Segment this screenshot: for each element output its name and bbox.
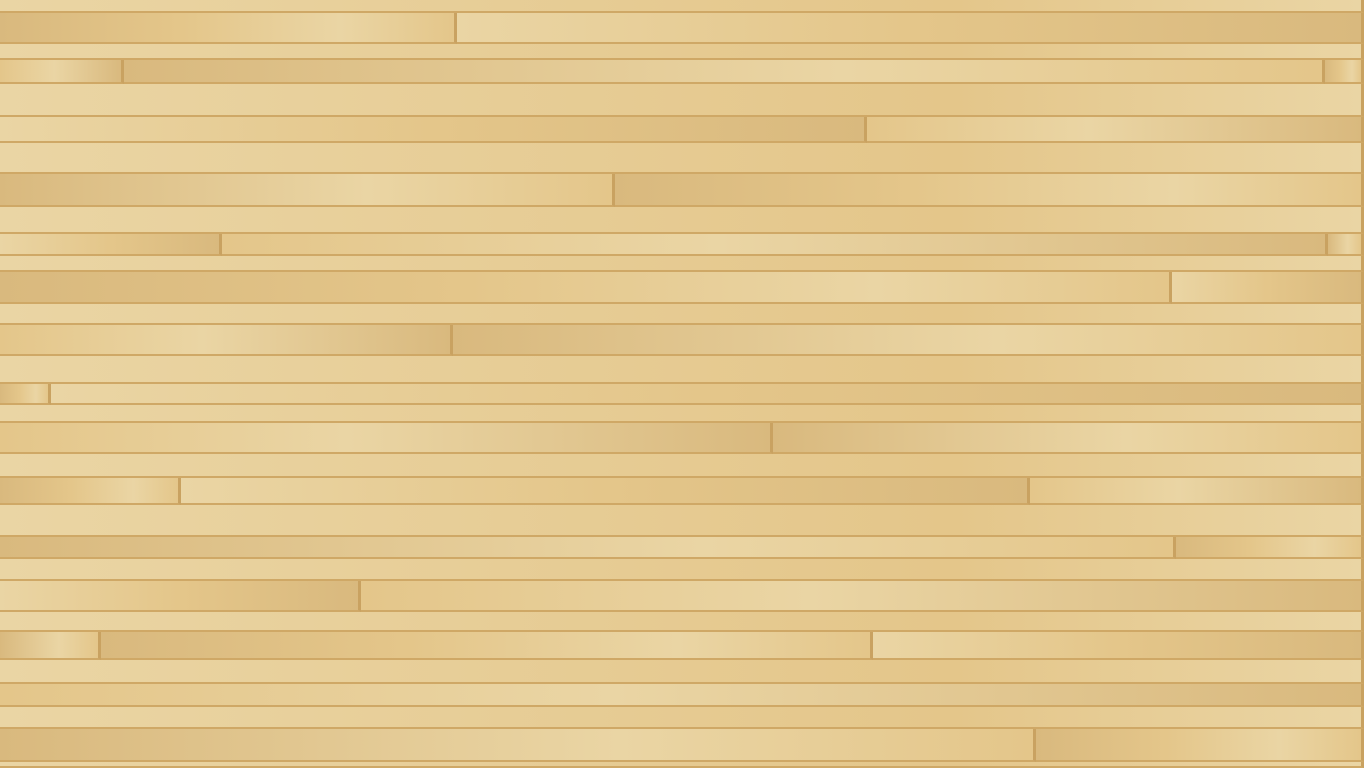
wood-plank — [1030, 478, 1364, 505]
wood-plank — [773, 423, 1364, 454]
wood-plank — [0, 356, 1364, 384]
wood-plank — [1325, 60, 1364, 84]
wood-plank — [0, 559, 1364, 581]
wood-plank — [0, 143, 1364, 174]
wood-plank — [0, 13, 457, 44]
wood-plank — [615, 174, 1364, 207]
wood-plank — [1328, 234, 1364, 256]
wood-plank — [0, 207, 1364, 234]
wood-plank — [222, 234, 1328, 256]
wood-plank — [0, 405, 1364, 423]
wood-plank — [0, 454, 1364, 478]
wood-plank — [0, 174, 615, 207]
wood-plank — [457, 13, 1364, 44]
wood-plank — [0, 729, 1036, 762]
wood-plank — [0, 632, 101, 660]
wood-plank — [0, 117, 867, 143]
wood-plank — [0, 0, 1364, 13]
wood-plank — [1176, 537, 1364, 559]
wood-plank — [0, 256, 1364, 272]
wood-plank — [0, 478, 181, 505]
wood-plank — [361, 581, 1364, 612]
wood-plank — [873, 632, 1364, 660]
wood-plank — [867, 117, 1364, 143]
wood-plank — [0, 762, 1364, 768]
wood-plank — [0, 684, 1364, 707]
wood-plank — [0, 44, 1364, 60]
wood-plank — [101, 632, 873, 660]
wood-plank — [1036, 729, 1364, 762]
wood-plank — [0, 272, 1172, 304]
wood-plank — [0, 60, 124, 84]
wood-plank — [0, 325, 453, 356]
wood-plank — [0, 234, 222, 256]
wood-plank — [0, 384, 51, 405]
wood-plank — [0, 423, 773, 454]
wood-plank — [124, 60, 1325, 84]
wood-plank — [0, 505, 1364, 537]
wood-plank — [0, 660, 1364, 684]
wood-plank — [0, 304, 1364, 325]
wood-plank — [51, 384, 1364, 405]
wood-plank — [0, 581, 361, 612]
wood-plank — [0, 612, 1364, 632]
wood-plank — [0, 707, 1364, 729]
wood-plank — [0, 537, 1176, 559]
wood-plank — [453, 325, 1364, 356]
wood-plank — [0, 84, 1364, 117]
wood-plank — [1172, 272, 1364, 304]
wood-plank — [181, 478, 1030, 505]
